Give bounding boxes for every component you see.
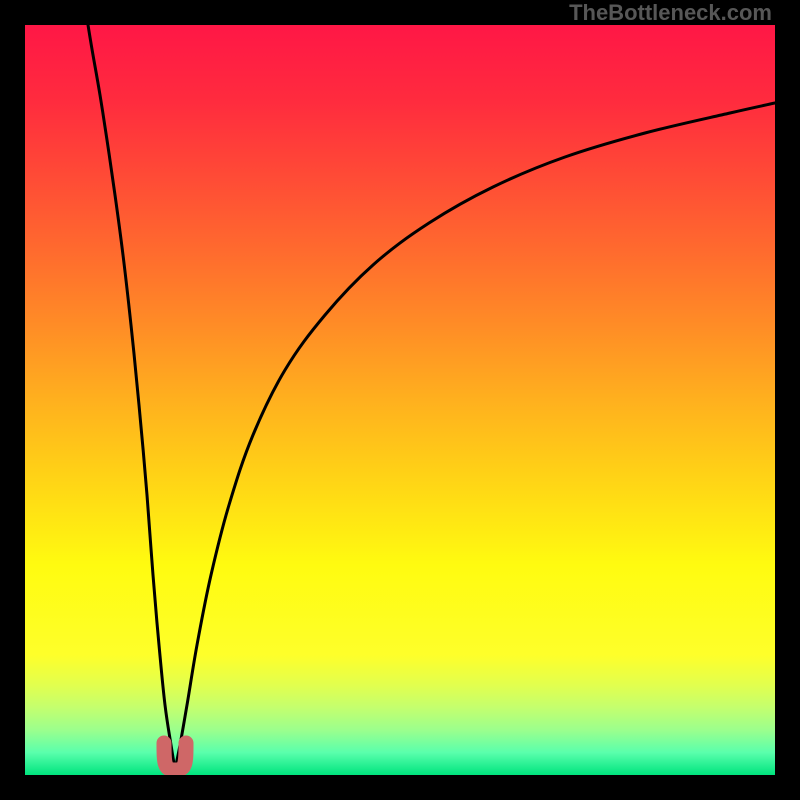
chart-container: TheBottleneck.com bbox=[0, 0, 800, 800]
plot-area bbox=[25, 25, 775, 775]
trough-marker bbox=[164, 743, 186, 770]
right-curve bbox=[175, 103, 775, 770]
left-curve bbox=[88, 25, 175, 770]
curves-layer bbox=[25, 25, 775, 775]
watermark-text: TheBottleneck.com bbox=[569, 0, 772, 26]
